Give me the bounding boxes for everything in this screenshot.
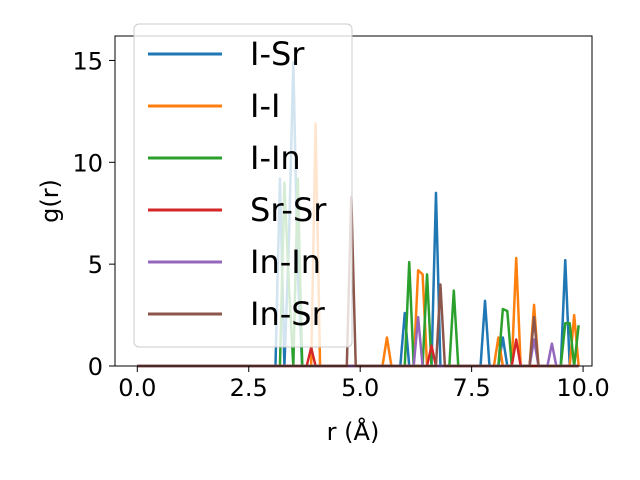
series-line-in-in (137, 315, 579, 368)
x-axis-ticks: 0.0 2.5 5.0 7.5 10.0 (118, 366, 610, 402)
plot-frame (114, 35, 593, 367)
legend-label: I-In (250, 139, 301, 177)
x-tick-label: 2.5 (230, 374, 268, 402)
legend-label: I-I (250, 87, 280, 125)
x-tick-label: 5.0 (341, 374, 379, 402)
series-line-sr-sr (137, 338, 579, 368)
y-tick-label: 5 (88, 251, 103, 279)
x-axis-label: r (Å) (327, 417, 380, 446)
legend-label: I-Sr (250, 35, 305, 73)
y-axis-ticks: 0 5 10 15 (72, 47, 115, 381)
y-tick-label: 10 (72, 149, 103, 177)
y-tick-label: 0 (88, 353, 103, 381)
y-axis-label: g(r) (36, 179, 64, 223)
y-tick-label: 15 (72, 47, 103, 75)
x-tick-label: 10.0 (556, 374, 609, 402)
x-tick-label: 0.0 (118, 374, 156, 402)
legend-label: In-In (250, 243, 321, 281)
legend-label: Sr-Sr (250, 191, 327, 229)
legend: I-Sr I-I I-In Sr-Sr In-In In-Sr (133, 23, 353, 348)
legend-label: In-Sr (250, 295, 326, 333)
x-tick-label: 7.5 (453, 374, 491, 402)
